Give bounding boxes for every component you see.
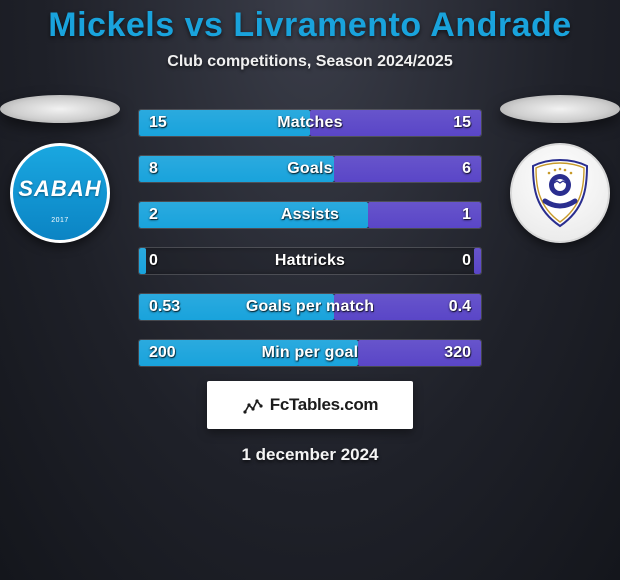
stat-row: 0Hattricks0 [138, 247, 482, 275]
stat-label: Hattricks [139, 248, 481, 274]
subtitle: Club competitions, Season 2024/2025 [0, 53, 620, 71]
brand-text: FcTables.com [270, 395, 379, 415]
crest-left-label: SABAH [18, 176, 101, 202]
player-right-column [500, 95, 620, 355]
stat-value-right: 0 [462, 248, 471, 274]
stat-bar-right [310, 110, 481, 136]
brand-icon [242, 394, 264, 416]
stat-bar-right [368, 202, 481, 228]
stat-value-left: 0 [149, 248, 158, 274]
stat-bar-right [334, 156, 481, 182]
stat-row: 8Goals6 [138, 155, 482, 183]
stats-list: 15Matches15 8Goals6 2Assists1 0Hattricks0 0.… [138, 109, 482, 367]
date-text: 1 december 2024 [0, 445, 620, 465]
crest-left: SABAH 2017 [10, 143, 110, 243]
brand-box[interactable]: FcTables.com [207, 381, 413, 429]
page-title: Mickels vs Livramento Andrade [0, 6, 620, 45]
stat-bar-left [139, 156, 334, 182]
stat-row: 0.53Goals per match0.4 [138, 293, 482, 321]
stat-bar-left [139, 294, 334, 320]
halo-left [0, 95, 120, 123]
stat-bar-right [474, 248, 481, 274]
stat-row: 200Min per goal320 [138, 339, 482, 367]
page-root: Mickels vs Livramento Andrade Club compe… [0, 0, 620, 580]
stat-bar-left [139, 110, 310, 136]
halo-right [500, 95, 620, 123]
stat-bar-left [139, 340, 358, 366]
crest-right [510, 143, 610, 243]
content-area: SABAH 2017 [0, 109, 620, 465]
shield-icon [529, 157, 591, 229]
stat-row: 15Matches15 [138, 109, 482, 137]
crest-left-sub: 2017 [51, 217, 69, 224]
stat-bar-right [358, 340, 481, 366]
stat-row: 2Assists1 [138, 201, 482, 229]
stat-bar-left [139, 248, 146, 274]
stat-bar-right [334, 294, 481, 320]
stat-bar-left [139, 202, 368, 228]
player-left-column: SABAH 2017 [0, 95, 120, 355]
